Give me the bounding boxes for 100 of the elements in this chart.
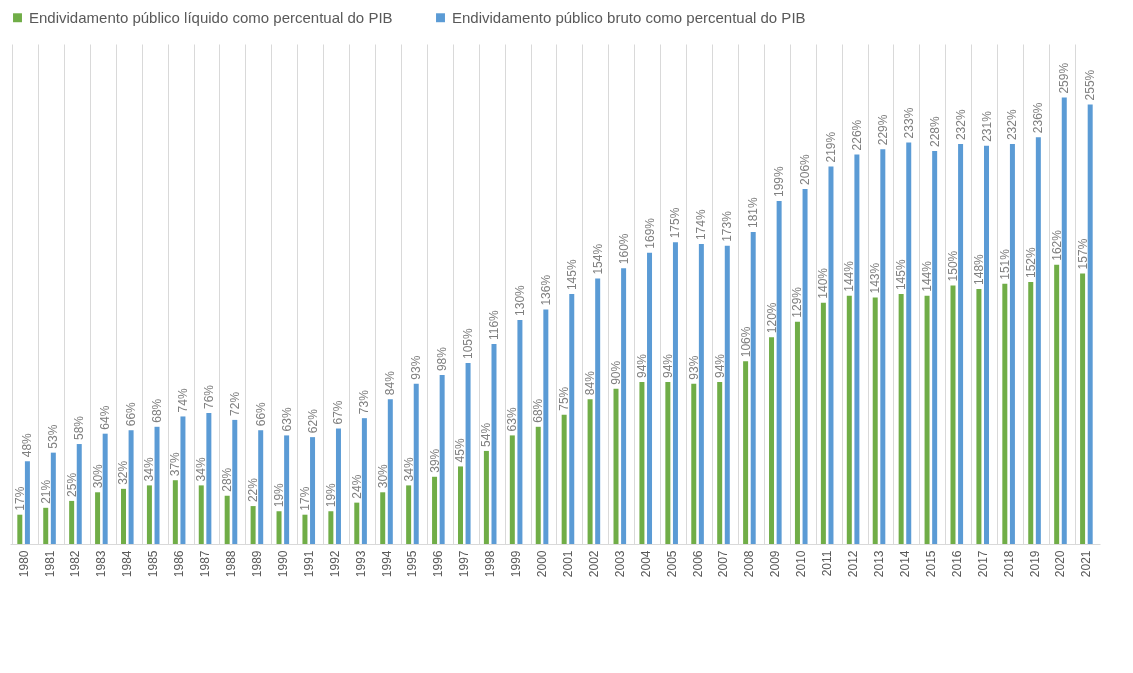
data-label: 173% <box>720 210 735 242</box>
x-tick-label: 1991 <box>301 550 316 578</box>
data-label: 151% <box>997 248 1012 280</box>
x-tick-label: 2002 <box>586 550 601 578</box>
bar <box>439 375 445 544</box>
data-label: 32% <box>116 460 131 485</box>
bar <box>1054 264 1060 544</box>
bar <box>595 278 601 544</box>
bar <box>457 466 463 544</box>
data-label: 150% <box>945 250 960 282</box>
x-tick-label: 1997 <box>457 550 472 578</box>
bar <box>354 502 360 544</box>
bar <box>258 430 264 544</box>
bar <box>1087 104 1093 544</box>
data-label: 28% <box>220 467 235 492</box>
data-label: 63% <box>279 407 294 432</box>
data-label: 226% <box>849 119 864 151</box>
x-tick-label: 1995 <box>405 550 420 578</box>
data-label: 145% <box>564 259 579 291</box>
bar <box>846 295 852 544</box>
data-label: 68% <box>531 398 546 423</box>
data-label: 17% <box>12 486 27 511</box>
data-label: 105% <box>461 327 476 360</box>
bar <box>743 361 749 544</box>
bar <box>984 145 989 544</box>
bar <box>276 511 282 544</box>
bar <box>1035 137 1041 544</box>
bar <box>172 480 178 544</box>
bar <box>1002 283 1008 544</box>
bar <box>724 245 730 544</box>
data-label: 58% <box>72 415 87 441</box>
data-label: 144% <box>842 260 857 292</box>
data-label: 76% <box>201 384 216 409</box>
bar <box>413 383 419 544</box>
bar <box>128 430 134 544</box>
bar <box>1009 144 1015 544</box>
bar <box>1080 273 1086 544</box>
data-label: 64% <box>98 405 113 430</box>
x-tick-label: 2007 <box>716 550 731 578</box>
bar <box>17 514 23 544</box>
data-label: 93% <box>686 355 701 380</box>
data-label: 116% <box>487 309 501 341</box>
x-tick-label: 2015 <box>923 550 938 578</box>
data-label: 24% <box>349 474 364 499</box>
x-tick-label: 2020 <box>1053 550 1068 578</box>
bar <box>146 485 152 544</box>
x-tick-label: 2003 <box>612 550 627 578</box>
bar <box>924 295 930 544</box>
data-label: 174% <box>694 209 709 241</box>
bar <box>206 413 212 544</box>
bar <box>950 285 956 544</box>
data-label: 68% <box>150 398 165 423</box>
bar <box>587 399 593 544</box>
bar <box>665 381 671 544</box>
data-label: 169% <box>642 217 657 249</box>
x-tick-label: 1987 <box>198 550 213 578</box>
data-label: 231% <box>979 110 994 142</box>
data-label: 48% <box>20 432 35 458</box>
data-label: 136% <box>538 274 553 306</box>
bar <box>672 242 678 544</box>
x-tick-label: 1993 <box>353 550 368 578</box>
data-label: 144% <box>920 260 935 292</box>
x-tick-label: 2005 <box>664 550 679 578</box>
data-label: 25% <box>64 472 79 497</box>
bar <box>794 321 800 544</box>
data-label: 219% <box>823 131 838 163</box>
data-label: 228% <box>927 115 942 147</box>
data-label: 162% <box>1049 229 1064 261</box>
bar <box>284 435 290 544</box>
x-tick-label: 2008 <box>742 550 757 578</box>
bar <box>898 294 904 544</box>
bar <box>198 485 204 544</box>
data-label: 206% <box>798 153 813 185</box>
bar <box>613 388 619 544</box>
bar <box>976 288 982 544</box>
data-label: 152% <box>1023 246 1038 278</box>
x-tick-label: 1988 <box>223 550 238 578</box>
bar <box>24 461 30 544</box>
data-label: 54% <box>479 422 494 447</box>
bar <box>406 485 412 544</box>
x-tick-label: 1994 <box>379 550 394 578</box>
data-label: 145% <box>894 259 909 291</box>
data-label: 94% <box>660 353 675 378</box>
x-tick-label: 1986 <box>172 550 187 578</box>
bar <box>1061 97 1067 544</box>
data-label: 175% <box>668 207 683 239</box>
bar <box>639 381 645 544</box>
data-label: 181% <box>746 197 761 229</box>
bar <box>802 188 808 544</box>
bar <box>958 144 964 544</box>
bar <box>517 319 523 544</box>
data-label: 62% <box>305 408 320 434</box>
data-label: 72% <box>227 391 242 416</box>
bar <box>224 495 230 544</box>
data-label: 120% <box>764 302 779 334</box>
data-label: 232% <box>953 109 968 141</box>
x-tick-label: 2013 <box>872 550 887 578</box>
bar <box>250 506 256 544</box>
data-label: 45% <box>453 438 468 463</box>
x-tick-label: 2011 <box>820 550 835 577</box>
